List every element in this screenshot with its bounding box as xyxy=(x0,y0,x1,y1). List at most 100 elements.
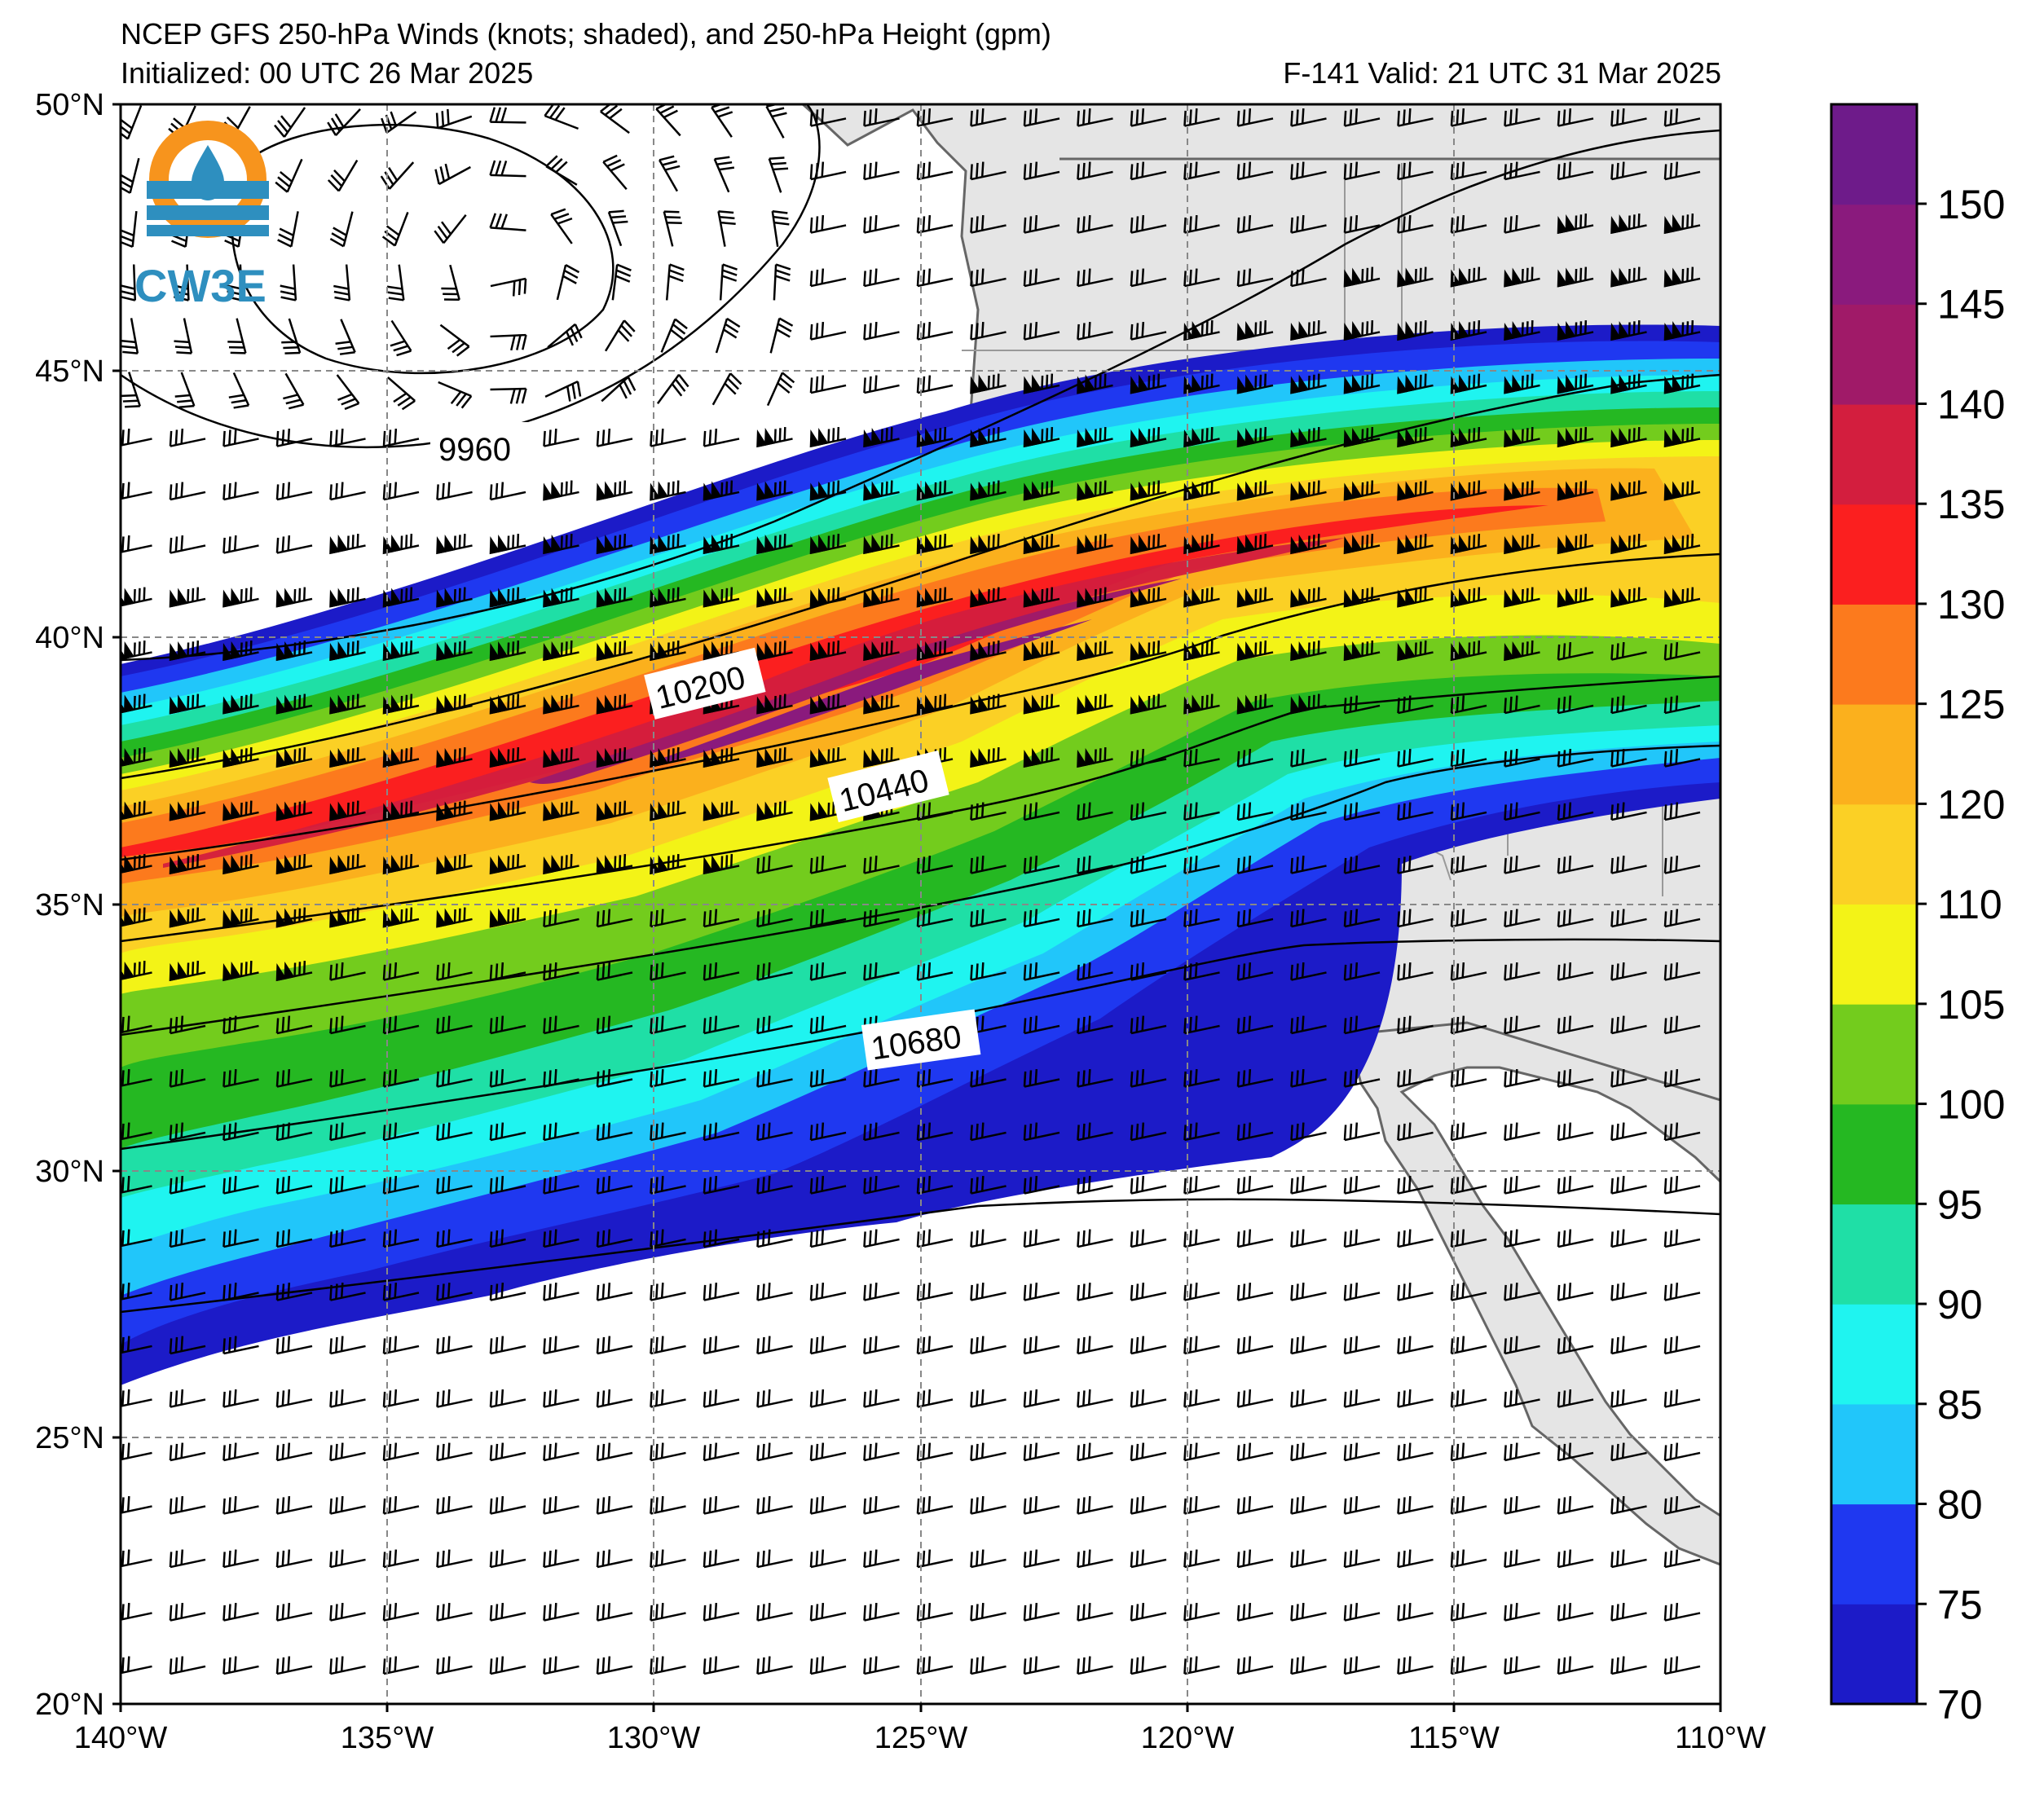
wind-barb xyxy=(1183,480,1220,501)
wind-barb xyxy=(1450,161,1487,181)
wind-barb xyxy=(1504,1656,1540,1675)
wind-barb xyxy=(1183,108,1220,127)
wind-barb xyxy=(863,161,900,181)
wind-barb xyxy=(1663,1015,1701,1035)
wind-barb xyxy=(283,372,305,410)
wind-barb xyxy=(1663,161,1701,181)
wind-barb xyxy=(1236,909,1274,928)
wind-barb xyxy=(1023,1336,1060,1355)
wind-barb xyxy=(717,210,736,247)
wind-barb xyxy=(335,319,356,355)
wind-barb xyxy=(543,746,579,768)
wind-barb xyxy=(333,264,351,302)
wind-barb xyxy=(1236,1336,1274,1355)
wind-barb xyxy=(1077,802,1113,821)
wind-barb xyxy=(703,1336,740,1355)
wind-barb xyxy=(121,318,139,354)
wind-barb xyxy=(275,640,313,662)
wind-barb xyxy=(809,161,847,181)
wind-barb xyxy=(1663,426,1701,448)
wind-barb xyxy=(1236,268,1274,288)
colorbar-swatch xyxy=(1831,604,1917,705)
wind-barb xyxy=(489,1656,526,1675)
wind-barb xyxy=(1504,266,1540,288)
wind-barb xyxy=(1023,1442,1060,1462)
wind-barb xyxy=(1077,161,1113,181)
wind-barb xyxy=(916,962,954,981)
wind-barb xyxy=(650,1282,686,1301)
wind-barb xyxy=(1397,1602,1434,1622)
wind-barb xyxy=(1557,962,1594,981)
wind-barb xyxy=(1610,108,1647,127)
wind-barb xyxy=(1504,373,1540,394)
wind-barb xyxy=(1450,214,1487,234)
wind-barb xyxy=(1557,695,1594,715)
wind-barb xyxy=(809,855,847,874)
wind-barb xyxy=(650,1122,686,1142)
wind-barb xyxy=(1236,1282,1274,1301)
wind-barb xyxy=(1397,1068,1434,1088)
colorbar-label: 95 xyxy=(1937,1182,1983,1227)
colorbar: 150 145 140 135 130 125 120 110 105 100 95 90 85 80 75… xyxy=(1830,103,2005,1728)
wind-barb xyxy=(543,853,579,875)
wind-barb xyxy=(1183,1175,1220,1195)
wind-barb xyxy=(490,387,527,404)
colorbar-swatch xyxy=(1831,704,1917,805)
wind-barb xyxy=(650,909,686,928)
wind-barb xyxy=(703,800,740,821)
wind-barb xyxy=(169,1068,206,1088)
wind-barb xyxy=(169,428,206,447)
wind-barb xyxy=(916,321,954,341)
wind-barb xyxy=(1610,1282,1647,1301)
wind-barb xyxy=(916,1229,954,1248)
wind-barb xyxy=(1290,268,1327,288)
wind-barb xyxy=(1397,748,1434,768)
wind-barb xyxy=(275,158,303,193)
wind-barb xyxy=(1504,695,1540,715)
wind-barb xyxy=(660,318,688,353)
wind-barb xyxy=(703,1175,740,1195)
wind-barb xyxy=(543,428,579,447)
wind-barb xyxy=(1450,108,1487,127)
wind-barb xyxy=(650,746,686,768)
wind-barb xyxy=(382,1442,420,1462)
wind-barb xyxy=(863,268,900,288)
wind-barb xyxy=(173,264,190,302)
wind-barb xyxy=(863,480,900,501)
wind-barb xyxy=(1557,1122,1594,1142)
wind-barb xyxy=(863,426,900,448)
wind-barb xyxy=(916,214,954,234)
wind-barb xyxy=(281,318,302,354)
wind-barb xyxy=(435,108,473,130)
wind-barb xyxy=(1557,1656,1594,1675)
logo-wave-2 xyxy=(147,205,269,220)
wind-barb xyxy=(1077,214,1113,234)
wind-barb xyxy=(1504,214,1540,234)
wind-barb xyxy=(1504,1068,1540,1088)
colorbar-swatch xyxy=(1831,504,1917,605)
map-panel: 9960 10200 10440 10680 CW3E xyxy=(121,104,1720,1704)
height-label-10680-bg xyxy=(861,1009,981,1071)
wind-barb xyxy=(1077,426,1113,448)
wind-barb xyxy=(703,1389,740,1408)
wind-barb xyxy=(650,428,686,447)
wind-barb xyxy=(756,480,793,501)
height-label-10200-bg xyxy=(644,647,766,720)
wind-barb xyxy=(1236,1656,1274,1675)
wind-barb xyxy=(1397,1336,1434,1355)
wind-barb xyxy=(329,640,366,662)
wind-barb xyxy=(863,214,900,234)
lat-label-35: 35°N xyxy=(35,888,104,922)
wind-barb xyxy=(1663,1656,1701,1675)
wind-barb xyxy=(1450,1389,1487,1408)
wind-barb xyxy=(543,1229,579,1248)
wind-barb xyxy=(863,1389,900,1408)
wind-barb xyxy=(489,533,526,555)
wind-barb xyxy=(381,111,417,134)
wind-barb xyxy=(1183,1068,1220,1088)
wind-barb xyxy=(1450,1175,1487,1195)
wind-barb xyxy=(1023,802,1060,821)
wind-barb xyxy=(809,108,847,127)
wind-barb xyxy=(275,1282,313,1301)
wind-barb xyxy=(121,853,152,875)
